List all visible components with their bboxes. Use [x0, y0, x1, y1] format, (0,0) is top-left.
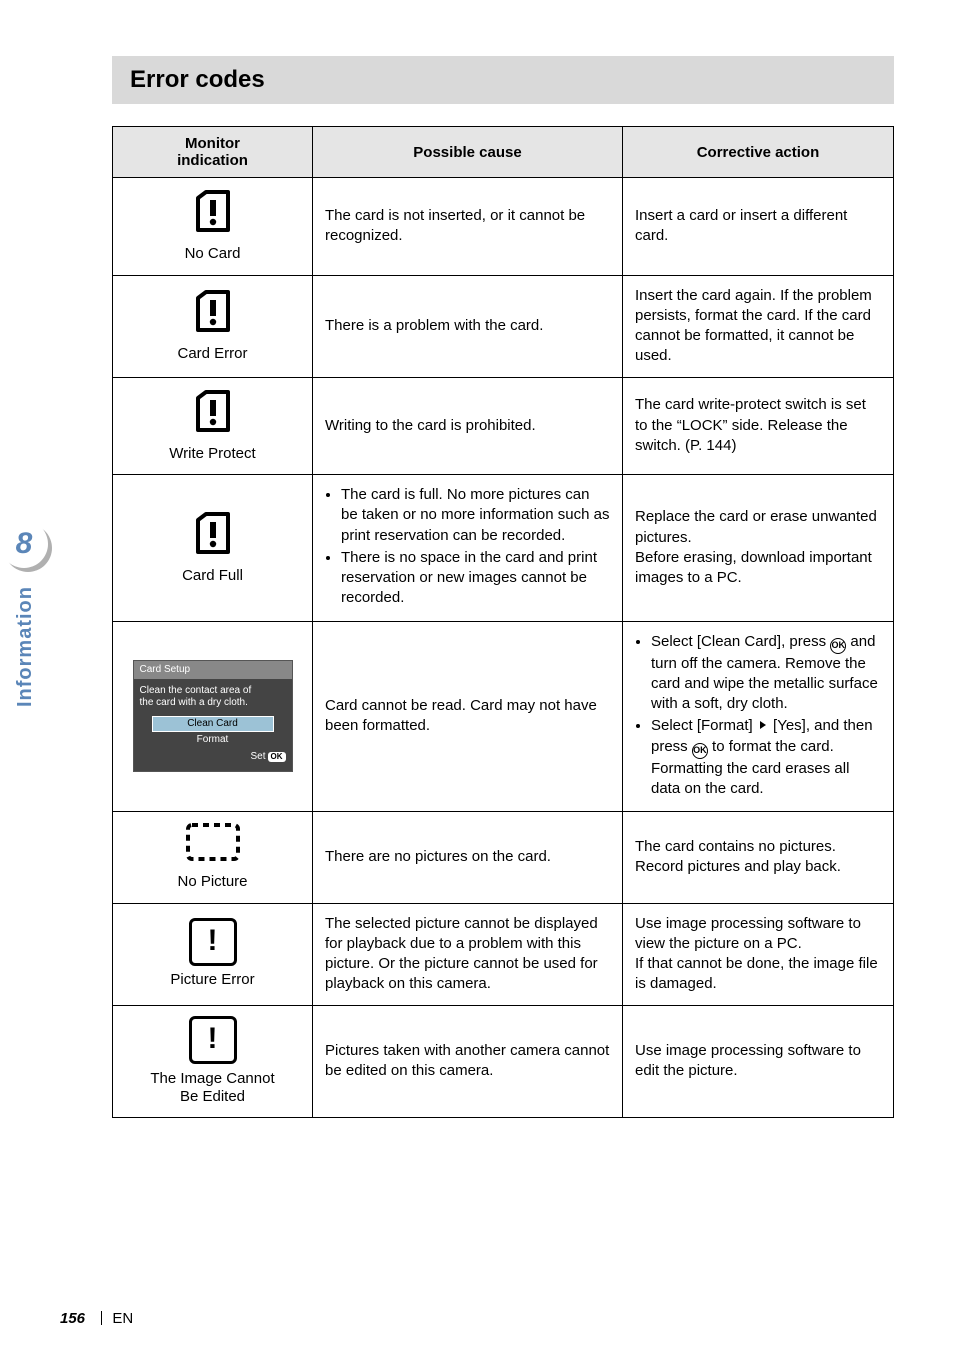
- cause-text: There are no pictures on the card.: [325, 848, 551, 865]
- action-text: Use image processing software to view th…: [635, 915, 878, 993]
- monitor-indication-cell: Write Protect: [113, 377, 313, 475]
- header-text: indication: [177, 152, 248, 169]
- chapter-number: 8: [0, 520, 48, 568]
- corrective-action-cell: Select [Clean Card], press OK and turn o…: [623, 621, 894, 812]
- table-row: No Picture There are no pictures on the c…: [113, 812, 894, 904]
- table-row: Write Protect Writing to the card is proh…: [113, 377, 894, 475]
- page-footer: 156 EN: [60, 1310, 133, 1327]
- cause-text: The card is not inserted, or it cannot b…: [325, 207, 585, 244]
- action-text: The card contains no pictures. Record pi…: [635, 838, 841, 875]
- possible-cause-cell: The card is full. No more pictures can b…: [313, 475, 623, 622]
- list-item: There is no space in the card and print …: [341, 548, 610, 609]
- menu-option-clean-card: Clean Card: [152, 716, 274, 733]
- table-header-monitor: Monitor indication: [113, 127, 313, 178]
- table-row: Card Full The card is full. No more pictu…: [113, 475, 894, 622]
- chapter-label: Information: [14, 586, 37, 707]
- action-text: Insert a card or insert a different card…: [635, 207, 847, 244]
- header-text: Monitor: [185, 135, 240, 152]
- action-text: Use image processing software to edit th…: [635, 1042, 861, 1079]
- monitor-indication-cell: Card Error: [113, 275, 313, 377]
- cause-text: The selected picture cannot be displayed…: [325, 915, 598, 993]
- table-row: ! The Image CannotBe Edited Pictures taken…: [113, 1005, 894, 1118]
- section-title: Error codes: [112, 56, 894, 104]
- corrective-action-cell: Insert the card again. If the problem pe…: [623, 275, 894, 377]
- list-item: The card is full. No more pictures can b…: [341, 485, 610, 546]
- corrective-action-cell: Use image processing software to view th…: [623, 903, 894, 1005]
- card-exclaim-icon: [192, 288, 234, 334]
- table-row: Card Setup Clean the contact area of the…: [113, 621, 894, 812]
- monitor-indication-cell: No Picture: [113, 812, 313, 904]
- corrective-action-cell: The card contains no pictures. Record pi…: [623, 812, 894, 904]
- possible-cause-cell: Pictures taken with another camera canno…: [313, 1005, 623, 1118]
- card-exclaim-icon: [192, 188, 234, 234]
- possible-cause-cell: There is a problem with the card.: [313, 275, 623, 377]
- possible-cause-cell: Writing to the card is prohibited.: [313, 377, 623, 475]
- icon-caption: Card Error: [125, 344, 300, 364]
- possible-cause-cell: The card is not inserted, or it cannot b…: [313, 178, 623, 276]
- cause-text: Pictures taken with another camera canno…: [325, 1042, 609, 1079]
- possible-cause-cell: The selected picture cannot be displayed…: [313, 903, 623, 1005]
- possible-cause-cell: There are no pictures on the card.: [313, 812, 623, 904]
- menu-option-format: Format: [140, 734, 286, 747]
- monitor-indication-cell: Card Setup Clean the contact area of the…: [113, 621, 313, 812]
- corrective-action-cell: Replace the card or erase unwanted pictu…: [623, 475, 894, 622]
- corrective-action-cell: The card write-protect switch is set to …: [623, 377, 894, 475]
- list-item: Select [Format] [Yes], and then press OK…: [651, 716, 881, 799]
- menu-footer: SetOK: [140, 751, 286, 764]
- corrective-action-cell: Use image processing software to edit th…: [623, 1005, 894, 1118]
- card-setup-menu-screenshot: Card Setup Clean the contact area of the…: [133, 660, 293, 772]
- dashed-frame-icon: [185, 822, 241, 862]
- icon-caption: No Card: [125, 244, 300, 264]
- ok-button-icon: OK: [830, 638, 846, 654]
- ok-button-icon: OK: [692, 743, 708, 759]
- icon-caption: Card Full: [125, 566, 300, 586]
- big-exclaim-icon: !: [189, 918, 237, 966]
- cause-list: The card is full. No more pictures can b…: [325, 485, 610, 609]
- icon-caption: Write Protect: [125, 444, 300, 464]
- menu-title: Card Setup: [133, 660, 293, 679]
- card-exclaim-icon: [192, 388, 234, 434]
- cause-text: There is a problem with the card.: [325, 317, 543, 334]
- big-exclaim-icon: !: [189, 1016, 237, 1064]
- card-exclaim-icon: [192, 510, 234, 556]
- table-header-action: Corrective action: [623, 127, 894, 178]
- possible-cause-cell: Card cannot be read. Card may not have b…: [313, 621, 623, 812]
- table-row: Card Error There is a problem with the ca…: [113, 275, 894, 377]
- page-lang: EN: [112, 1310, 133, 1327]
- page-number: 156: [60, 1310, 85, 1327]
- table-header-cause: Possible cause: [313, 127, 623, 178]
- sidebar-chapter-tab: 8 Information: [0, 520, 52, 707]
- cause-text: Writing to the card is prohibited.: [325, 417, 536, 434]
- list-item: Select [Clean Card], press OK and turn o…: [651, 632, 881, 715]
- icon-caption: Picture Error: [125, 970, 300, 990]
- icon-caption: The Image CannotBe Edited: [125, 1070, 300, 1108]
- action-text: Replace the card or erase unwanted pictu…: [635, 508, 877, 586]
- error-codes-table: Monitor indication Possible cause Correc…: [112, 126, 894, 1118]
- monitor-indication-cell: Card Full: [113, 475, 313, 622]
- monitor-indication-cell: ! The Image CannotBe Edited: [113, 1005, 313, 1118]
- action-text: Insert the card again. If the problem pe…: [635, 287, 872, 365]
- monitor-indication-cell: ! Picture Error: [113, 903, 313, 1005]
- icon-caption: No Picture: [125, 872, 300, 892]
- menu-text: Clean the contact area of: [140, 685, 286, 698]
- table-row: No Card The card is not inserted, or it c…: [113, 178, 894, 276]
- action-list: Select [Clean Card], press OK and turn o…: [635, 632, 881, 800]
- arrow-right-icon: [757, 717, 769, 734]
- corrective-action-cell: Insert a card or insert a different card…: [623, 178, 894, 276]
- chapter-number-badge: 8: [0, 520, 52, 572]
- menu-text: the card with a dry cloth.: [140, 697, 286, 710]
- cause-text: Card cannot be read. Card may not have b…: [325, 697, 597, 734]
- monitor-indication-cell: No Card: [113, 178, 313, 276]
- table-row: ! Picture Error The selected picture canno…: [113, 903, 894, 1005]
- action-text: The card write-protect switch is set to …: [635, 396, 866, 454]
